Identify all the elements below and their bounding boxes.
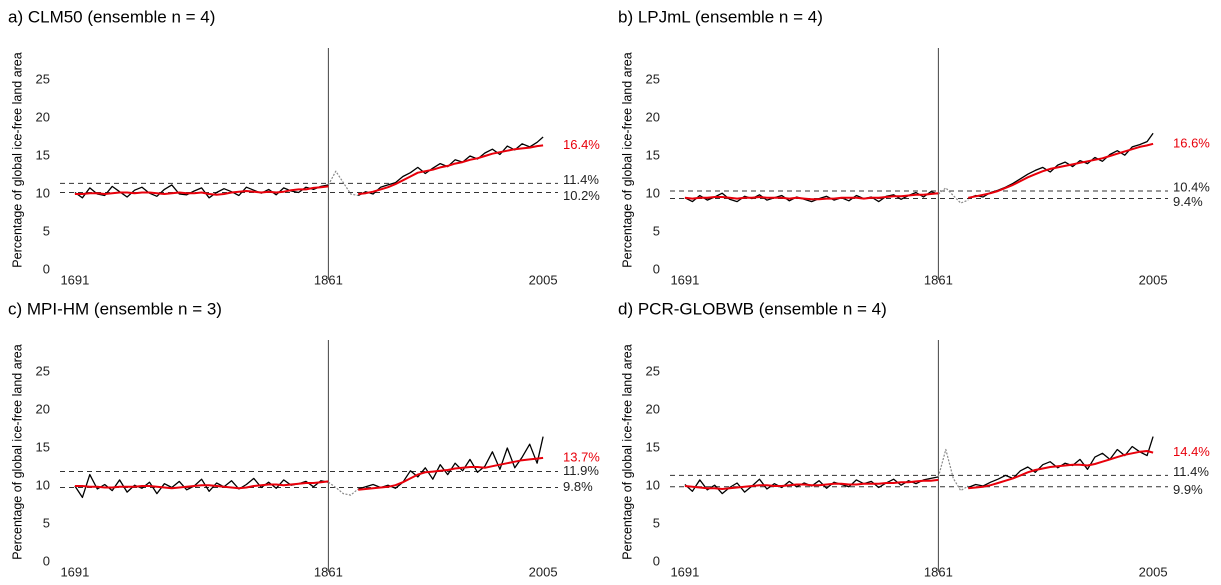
y-axis-label: Percentage of global ice-free land area — [10, 344, 24, 559]
y-axis-label: Percentage of global ice-free land area — [620, 344, 634, 559]
reference-label: 11.4% — [1173, 464, 1209, 479]
reference-label: 10.2% — [563, 188, 600, 203]
y-tick-label: 25 — [36, 71, 50, 86]
series-line — [74, 144, 544, 196]
series-line — [684, 450, 1154, 490]
end-value-label: 13.7% — [563, 449, 600, 464]
y-tick-label: 15 — [646, 439, 660, 454]
reference-label: 9.4% — [1173, 194, 1203, 209]
y-tick-label: 5 — [653, 515, 660, 530]
series-line — [74, 456, 544, 491]
y-tick-label: 5 — [43, 223, 50, 238]
reference-label: 11.9% — [563, 463, 599, 478]
series-line — [937, 448, 969, 492]
series-line — [684, 142, 1154, 201]
x-tick-label: 1691 — [60, 564, 89, 579]
y-tick-label: 10 — [646, 477, 660, 492]
y-tick-label: 20 — [646, 109, 660, 124]
y-axis-label: Percentage of global ice-free land area — [620, 52, 634, 267]
end-value-label: 16.4% — [563, 137, 600, 152]
reference-label: 10.4% — [1173, 179, 1210, 194]
x-tick-label: 2005 — [1139, 272, 1168, 287]
y-tick-label: 0 — [653, 261, 660, 276]
x-tick-label: 1691 — [60, 272, 89, 287]
y-tick-label: 10 — [646, 185, 660, 200]
y-tick-label: 15 — [36, 147, 50, 162]
series-line — [328, 481, 359, 496]
x-tick-label: 1691 — [670, 272, 699, 287]
y-tick-label: 0 — [43, 553, 50, 568]
y-axis-label: Percentage of global ice-free land area — [10, 52, 24, 267]
y-tick-label: 25 — [646, 363, 660, 378]
end-value-label: 14.4% — [1173, 444, 1210, 459]
end-value-label: 16.6% — [1173, 135, 1210, 150]
x-tick-label: 1691 — [670, 564, 699, 579]
y-tick-label: 25 — [646, 71, 660, 86]
y-tick-label: 15 — [36, 439, 50, 454]
y-tick-label: 0 — [43, 261, 50, 276]
reference-label: 9.9% — [1173, 482, 1203, 497]
reference-label: 11.4% — [563, 172, 599, 187]
y-tick-label: 10 — [36, 477, 50, 492]
y-tick-label: 20 — [646, 401, 660, 416]
y-tick-label: 10 — [36, 185, 50, 200]
panel-title: d) PCR-GLOBWB (ensemble n = 4) — [618, 299, 887, 318]
x-tick-label: 2005 — [529, 272, 558, 287]
series-line — [327, 170, 359, 197]
y-tick-label: 5 — [653, 223, 660, 238]
y-tick-label: 5 — [43, 515, 50, 530]
panel-title: c) MPI-HM (ensemble n = 3) — [8, 299, 222, 318]
y-tick-label: 15 — [646, 147, 660, 162]
panel-title: b) LPJmL (ensemble n = 4) — [618, 7, 823, 26]
y-tick-label: 20 — [36, 401, 50, 416]
panel-title: a) CLM50 (ensemble n = 4) — [8, 7, 215, 26]
y-tick-label: 25 — [36, 363, 50, 378]
reference-label: 9.8% — [563, 479, 593, 494]
x-tick-label: 2005 — [1139, 564, 1168, 579]
y-tick-label: 20 — [36, 109, 50, 124]
x-tick-label: 2005 — [529, 564, 558, 579]
series-line — [938, 187, 969, 204]
y-tick-label: 0 — [653, 553, 660, 568]
